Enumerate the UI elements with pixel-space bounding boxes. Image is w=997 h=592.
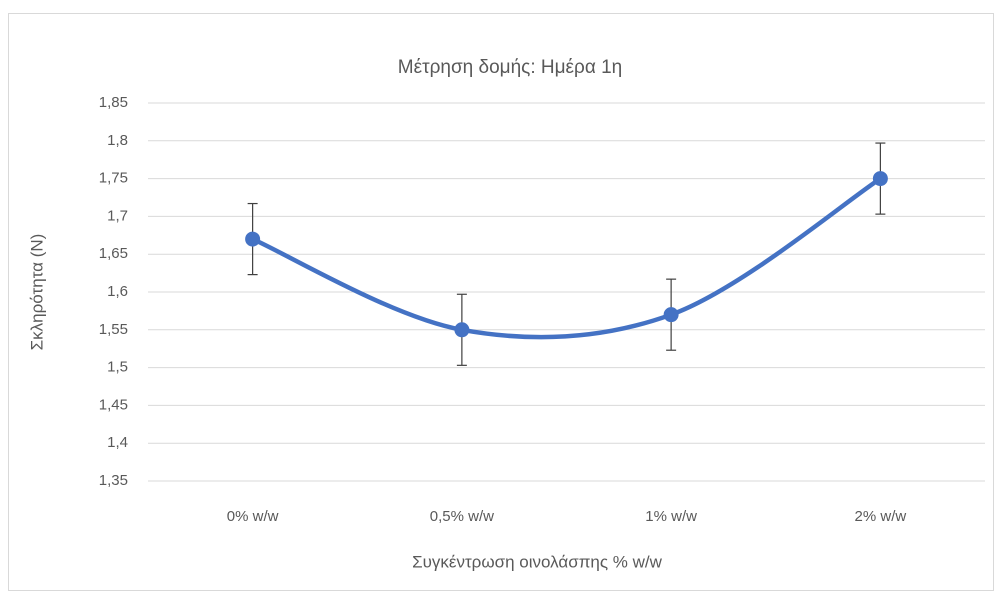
y-tick-label: 1,8 xyxy=(107,132,128,149)
y-tick-label: 1,75 xyxy=(99,170,128,187)
y-tick-label: 1,5 xyxy=(107,359,128,376)
x-tick-label: 1% w/w xyxy=(645,508,697,525)
marker xyxy=(454,322,470,338)
y-axis-label: Σκληρότητα (N) xyxy=(27,234,46,351)
y-tick-label: 1,6 xyxy=(107,283,128,300)
y-tick-label: 1,55 xyxy=(99,321,128,338)
x-axis-label: Συγκέντρωση οινολάσπης % w/w xyxy=(412,552,663,571)
x-tick-label: 0% w/w xyxy=(227,508,279,525)
x-tick-label: 0,5% w/w xyxy=(430,508,494,525)
chart-title: Μέτρηση δομής: Ημέρα 1η xyxy=(398,57,622,78)
line xyxy=(250,176,883,340)
chart-border xyxy=(8,13,994,591)
y-tick-label: 1,65 xyxy=(99,245,128,262)
marker xyxy=(663,307,679,323)
marker xyxy=(245,231,261,247)
y-tick-label: 1,45 xyxy=(99,396,128,413)
marker xyxy=(872,171,888,187)
y-tick-label: 1,85 xyxy=(99,94,128,111)
x-tick-label: 2% w/w xyxy=(855,508,907,525)
y-tick-label: 1,4 xyxy=(107,434,128,451)
y-tick-label: 1,35 xyxy=(99,472,128,489)
y-tick-label: 1,7 xyxy=(107,207,128,224)
